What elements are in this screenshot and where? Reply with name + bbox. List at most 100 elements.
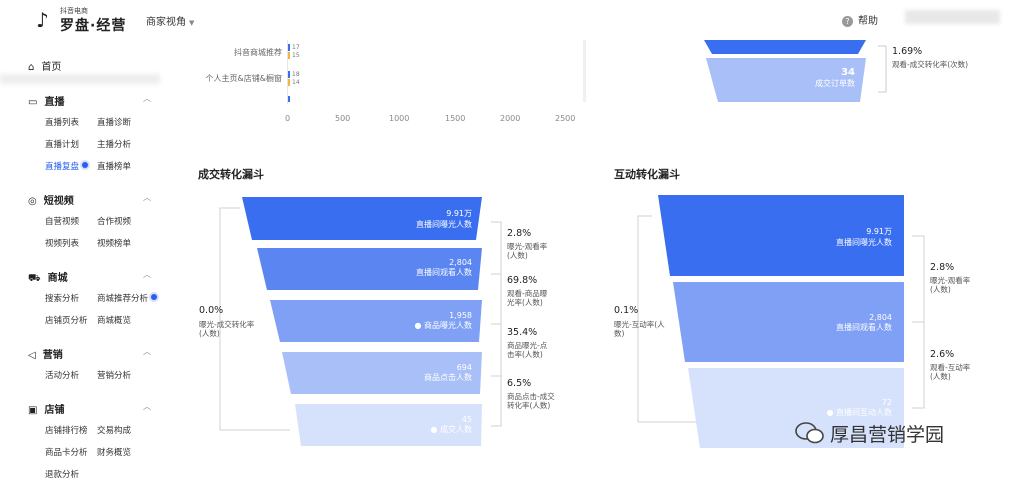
- shop-icon: ▣: [28, 405, 38, 416]
- funnel-stage-text: 34 成交订单数: [740, 67, 855, 89]
- funnel-stage-bar[interactable]: [270, 300, 482, 342]
- rate-label: 观看-商品曝光率(人数): [507, 289, 548, 307]
- view-switch-dropdown[interactable]: 商家视角 ▼: [146, 13, 194, 28]
- funnel-stage-bar[interactable]: [295, 404, 482, 446]
- stage-value: 2,804: [449, 258, 472, 267]
- logo-title[interactable]: 罗盘·经营: [60, 18, 127, 34]
- bar[interactable]: [288, 52, 290, 59]
- interact-funnel-chart: [637, 195, 925, 448]
- watermark-text: 厚昌营销学园: [830, 424, 945, 446]
- funnel-stage-bar[interactable]: [242, 197, 482, 240]
- stage-label: 商品点击人数: [424, 373, 472, 382]
- sidebar-section-mall[interactable]: ⛟ 商城 ︿: [28, 269, 151, 286]
- bar[interactable]: [288, 44, 290, 51]
- chevron-up-icon: ︿: [143, 193, 151, 202]
- sidebar-item-finance-overview[interactable]: 财务概览: [97, 448, 132, 458]
- sidebar-item-live-review[interactable]: 直播复盘: [45, 160, 89, 172]
- sidebar-item-search-analysis[interactable]: 搜索分析: [45, 294, 80, 304]
- funnel-stage-bar[interactable]: [282, 352, 482, 394]
- sidebar-section-short-video[interactable]: ◎ 短视频 ︿: [28, 192, 151, 207]
- sidebar-section-marketing[interactable]: ◁ 营销 ︿: [28, 346, 151, 361]
- bar[interactable]: [288, 71, 290, 78]
- bar-value: 14: [292, 79, 300, 86]
- chevron-up-icon: ︿: [143, 402, 151, 411]
- sidebar-item-mall-overview[interactable]: 商城概览: [97, 316, 132, 326]
- stage-label: 直播间观看人数: [836, 323, 892, 332]
- help-label: 帮助: [858, 16, 878, 27]
- logo-subtitle: 抖音电商: [60, 7, 88, 15]
- stage-value: 9.91万: [866, 227, 892, 236]
- stage-label: 成交订单数: [815, 79, 855, 88]
- sidebar-item-live-ranking[interactable]: 直播榜单: [97, 162, 132, 172]
- bracket-line: [491, 323, 502, 377]
- bar-row-label: 个人主页&店铺&橱窗: [205, 74, 282, 83]
- rate-percent: 2.6%: [930, 349, 955, 360]
- chevron-up-icon: ︿: [143, 94, 151, 103]
- sidebar: ⌂ 首页 ▭ 直播 ︿ 直播列表 直播诊断 直播计划 主播分析 直播复盘 直播榜单 ◎…: [0, 40, 170, 480]
- sidebar-item-trade-composition[interactable]: 交易构成: [97, 426, 132, 436]
- funnel-stage-bar[interactable]: [658, 195, 904, 276]
- rate-label: 曝光-观看率(人数): [507, 242, 548, 260]
- bracket-line: [878, 45, 887, 93]
- chart-axis: [287, 40, 288, 104]
- bracket-line: [637, 215, 700, 423]
- sidebar-item-live-plan[interactable]: 直播计划: [45, 140, 80, 150]
- bar-value: 15: [292, 52, 300, 59]
- cart-icon: ⛟: [28, 273, 41, 284]
- sidebar-item-own-video[interactable]: 自营视频: [45, 217, 80, 227]
- funnel-stage-text: 72 ● 直播间互动人数: [780, 398, 892, 418]
- funnel-stage-bar[interactable]: [706, 58, 866, 102]
- sidebar-item-shop-page-analysis[interactable]: 店铺页分析: [45, 316, 88, 326]
- megaphone-icon: ◁: [28, 350, 36, 361]
- rate-label: 商品点击-成交转化率(人数): [507, 392, 555, 410]
- funnel-stage-text: 2,804 直播间观看人数: [780, 313, 892, 333]
- sidebar-item-live-diagnosis[interactable]: 直播诊断: [97, 118, 132, 128]
- funnel-stage-bar[interactable]: [704, 40, 866, 54]
- section-title: 商城: [47, 273, 68, 284]
- chevron-up-icon: ︿: [143, 270, 151, 279]
- stage-value: 1,958: [449, 311, 472, 320]
- funnel-stage-text: 694 商品点击人数: [360, 363, 472, 383]
- rate-percent: 1.69%: [892, 46, 923, 57]
- bar[interactable]: [288, 96, 290, 102]
- top-funnel-partial: [704, 40, 887, 102]
- rate-percent: 35.4%: [507, 327, 538, 338]
- section-title: 营销: [42, 350, 63, 361]
- sidebar-section-shop[interactable]: ▣ 店铺 ︿: [28, 401, 151, 416]
- sidebar-item-marketing-analysis[interactable]: 营销分析: [97, 371, 132, 381]
- sidebar-item-video-ranking[interactable]: 视频榜单: [97, 239, 132, 249]
- sidebar-item-anchor-analysis[interactable]: 主播分析: [97, 140, 132, 150]
- funnel-stage-bar[interactable]: [257, 248, 482, 290]
- sidebar-item-home[interactable]: ⌂ 首页: [28, 58, 61, 73]
- sidebar-item-video-list[interactable]: 视频列表: [45, 239, 80, 249]
- funnel-stage-bar[interactable]: [673, 282, 904, 362]
- funnel-stage-bar[interactable]: [688, 368, 904, 448]
- sidebar-section-live[interactable]: ▭ 直播 ︿: [28, 93, 151, 108]
- sidebar-item-mall-recommend[interactable]: 商城推荐分析: [97, 292, 158, 304]
- bracket-line: [912, 321, 925, 409]
- deal-funnel-chart: [219, 197, 502, 446]
- scrollbar[interactable]: [583, 40, 586, 102]
- sidebar-item-coop-video[interactable]: 合作视频: [97, 217, 132, 227]
- deal-funnel-title: 成交转化漏斗: [198, 168, 264, 181]
- rate-percent: 2.8%: [930, 262, 955, 273]
- bracket-line: [912, 235, 925, 323]
- active-dot-icon: [82, 162, 89, 168]
- stage-label: 直播间曝光人数: [836, 238, 892, 247]
- sidebar-item-product-card[interactable]: 商品卡分析: [45, 448, 88, 458]
- bar[interactable]: [288, 79, 290, 86]
- sidebar-item-activity-analysis[interactable]: 活动分析: [45, 371, 80, 381]
- rate-label: 观看-成交转化率(次数): [892, 60, 969, 69]
- section-title: 直播: [44, 97, 65, 108]
- x-tick-label: 0: [285, 114, 291, 123]
- sidebar-item-shop-ranking[interactable]: 店铺排行榜: [45, 426, 88, 436]
- help-button[interactable]: ? 帮助: [842, 12, 878, 27]
- sidebar-item-refund-analysis[interactable]: 退款分析: [45, 470, 80, 480]
- user-info-blurred[interactable]: [905, 10, 1000, 24]
- sidebar-item-live-list[interactable]: 直播列表: [45, 118, 80, 128]
- rate-percent: 6.5%: [507, 378, 532, 389]
- x-tick-label: 500: [335, 114, 351, 123]
- douyin-logo-icon[interactable]: ♪: [36, 8, 49, 32]
- overall-rate-percent: 0.1%: [614, 305, 639, 316]
- interact-funnel-title: 互动转化漏斗: [614, 168, 680, 181]
